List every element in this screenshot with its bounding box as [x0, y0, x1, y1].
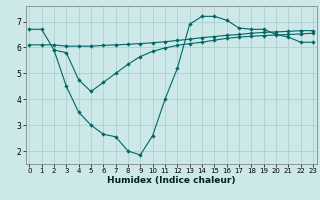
X-axis label: Humidex (Indice chaleur): Humidex (Indice chaleur) — [107, 176, 236, 185]
